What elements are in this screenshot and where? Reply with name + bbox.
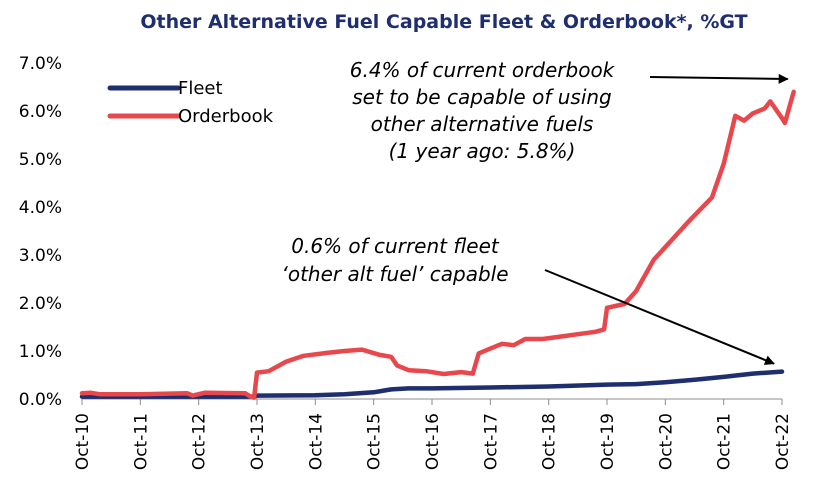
annotation-orderbook-line: (1 year ago: 5.8%) bbox=[389, 139, 576, 163]
y-tick-label: 4.0% bbox=[19, 198, 62, 218]
x-tick-label: Oct-21 bbox=[715, 413, 735, 470]
annotation-arrow-orderbook bbox=[649, 73, 789, 84]
annotation-orderbook-line: other alternative fuels bbox=[371, 112, 594, 136]
x-tick-label: Oct-19 bbox=[598, 413, 618, 470]
annotations: 6.4% of current orderbook set to be capab… bbox=[281, 58, 789, 365]
y-tick-label: 7.0% bbox=[19, 54, 62, 74]
y-tick-label: 3.0% bbox=[19, 246, 62, 266]
annotation-fleet-line: 0.6% of current fleet bbox=[291, 234, 500, 258]
series-line-orderbook bbox=[79, 89, 796, 400]
y-tick-label: 6.0% bbox=[19, 102, 62, 122]
chart-title: Other Alternative Fuel Capable Fleet & O… bbox=[140, 11, 747, 33]
y-tick-label: 2.0% bbox=[19, 294, 62, 314]
x-tick-label: Oct-11 bbox=[131, 413, 151, 470]
x-tick-label: Oct-16 bbox=[423, 413, 443, 470]
annotation-fleet-line: ‘other alt fuel’ capable bbox=[281, 262, 508, 286]
x-tick-label: Oct-22 bbox=[773, 413, 793, 470]
x-tick-label: Oct-17 bbox=[481, 413, 501, 470]
y-tick-label: 0.0% bbox=[19, 390, 62, 410]
plot-area bbox=[79, 89, 796, 400]
annotation-arrow-fleet bbox=[544, 269, 775, 365]
x-tick-label: Oct-18 bbox=[540, 413, 560, 470]
x-tick-label: Oct-14 bbox=[306, 413, 326, 470]
y-tick-label: 1.0% bbox=[19, 342, 62, 362]
x-tick-label: Oct-10 bbox=[73, 413, 93, 470]
legend-label-orderbook: Orderbook bbox=[178, 106, 274, 127]
y-axis: 0.0% 1.0% 2.0% 3.0% 4.0% 5.0% 6.0% 7.0% bbox=[19, 54, 62, 410]
y-tick-label: 5.0% bbox=[19, 150, 62, 170]
x-tick-label: Oct-15 bbox=[365, 413, 385, 470]
x-tick-label: Oct-12 bbox=[190, 413, 210, 470]
legend: Fleet Orderbook bbox=[107, 78, 274, 127]
legend-label-fleet: Fleet bbox=[178, 78, 223, 99]
x-tick-label: Oct-20 bbox=[656, 413, 676, 470]
annotation-orderbook-line: set to be capable of using bbox=[352, 85, 612, 109]
x-tick-label: Oct-13 bbox=[248, 413, 268, 470]
annotation-orderbook-line: 6.4% of current orderbook bbox=[350, 58, 616, 82]
x-axis: Oct-10 Oct-11 Oct-12 Oct-13 Oct-14 Oct-15 Oct-… bbox=[73, 398, 793, 470]
